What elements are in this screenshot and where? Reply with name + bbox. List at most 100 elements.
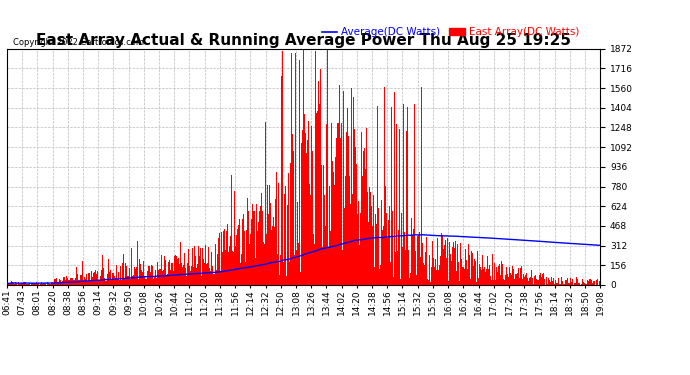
Bar — [391, 107, 392, 285]
Bar — [256, 204, 257, 285]
Bar — [27, 284, 28, 285]
Bar — [162, 272, 163, 285]
Bar — [165, 260, 166, 285]
Bar — [464, 243, 465, 285]
Bar — [556, 283, 558, 285]
Bar — [276, 172, 277, 285]
Bar — [239, 219, 240, 285]
Bar — [234, 194, 235, 285]
Bar — [127, 276, 128, 285]
Bar — [429, 255, 430, 285]
Bar — [142, 272, 143, 285]
Bar — [33, 284, 34, 285]
Bar — [12, 282, 13, 285]
Bar — [381, 200, 382, 285]
Bar — [508, 277, 509, 285]
Bar — [77, 274, 78, 285]
Bar — [189, 266, 190, 285]
Bar — [191, 266, 192, 285]
Bar — [232, 251, 233, 285]
Bar — [492, 254, 493, 285]
Bar — [73, 279, 74, 285]
Bar — [516, 274, 517, 285]
Bar — [132, 276, 133, 285]
Bar — [319, 104, 320, 285]
Bar — [555, 279, 556, 285]
Bar — [150, 268, 151, 285]
Bar — [95, 270, 96, 285]
Bar — [198, 246, 199, 285]
Bar — [286, 210, 287, 285]
Bar — [482, 255, 483, 285]
Bar — [115, 278, 116, 285]
Bar — [151, 265, 152, 285]
Bar — [454, 248, 455, 285]
Bar — [316, 113, 317, 285]
Bar — [213, 274, 214, 285]
Bar — [444, 244, 445, 285]
Bar — [98, 280, 99, 285]
Bar — [554, 284, 555, 285]
Bar — [433, 258, 434, 285]
Bar — [203, 259, 204, 285]
Bar — [224, 229, 225, 285]
Bar — [284, 194, 285, 285]
Bar — [265, 123, 266, 285]
Bar — [397, 251, 398, 285]
Bar — [373, 190, 375, 285]
Bar — [300, 272, 301, 285]
Bar — [244, 231, 245, 285]
Bar — [136, 267, 137, 285]
Bar — [308, 184, 310, 285]
Bar — [509, 267, 510, 285]
Bar — [417, 236, 418, 285]
Bar — [10, 284, 11, 285]
Bar — [121, 279, 122, 285]
Bar — [453, 246, 454, 285]
Bar — [193, 267, 194, 285]
Bar — [370, 183, 371, 285]
Bar — [469, 255, 470, 285]
Bar — [72, 278, 73, 285]
Bar — [430, 282, 431, 285]
Bar — [395, 252, 396, 285]
Bar — [404, 232, 405, 285]
Bar — [314, 244, 315, 285]
Bar — [257, 231, 258, 285]
Bar — [307, 140, 308, 285]
Bar — [559, 284, 560, 285]
Bar — [478, 278, 479, 285]
Bar — [461, 279, 462, 285]
Bar — [576, 277, 577, 285]
Bar — [269, 185, 270, 285]
Bar — [290, 219, 291, 285]
Bar — [62, 281, 63, 285]
Bar — [78, 280, 79, 285]
Bar — [338, 123, 339, 285]
Bar — [81, 276, 83, 285]
Bar — [386, 213, 387, 285]
Bar — [123, 254, 124, 285]
Bar — [364, 148, 365, 285]
Bar — [170, 270, 171, 285]
Bar — [154, 257, 155, 285]
Bar — [477, 251, 478, 285]
Bar — [408, 251, 409, 285]
Bar — [113, 273, 114, 285]
Bar — [20, 284, 21, 285]
Bar — [513, 274, 515, 285]
Bar — [443, 249, 444, 285]
Bar — [398, 230, 399, 285]
Bar — [445, 240, 446, 285]
Bar — [160, 269, 161, 285]
Bar — [599, 281, 600, 285]
Bar — [323, 165, 324, 285]
Bar — [124, 278, 125, 285]
Bar — [182, 267, 183, 285]
Bar — [14, 284, 15, 285]
Bar — [42, 284, 43, 285]
Bar — [468, 244, 469, 285]
Bar — [201, 276, 202, 285]
Bar — [457, 244, 458, 285]
Bar — [562, 281, 563, 285]
